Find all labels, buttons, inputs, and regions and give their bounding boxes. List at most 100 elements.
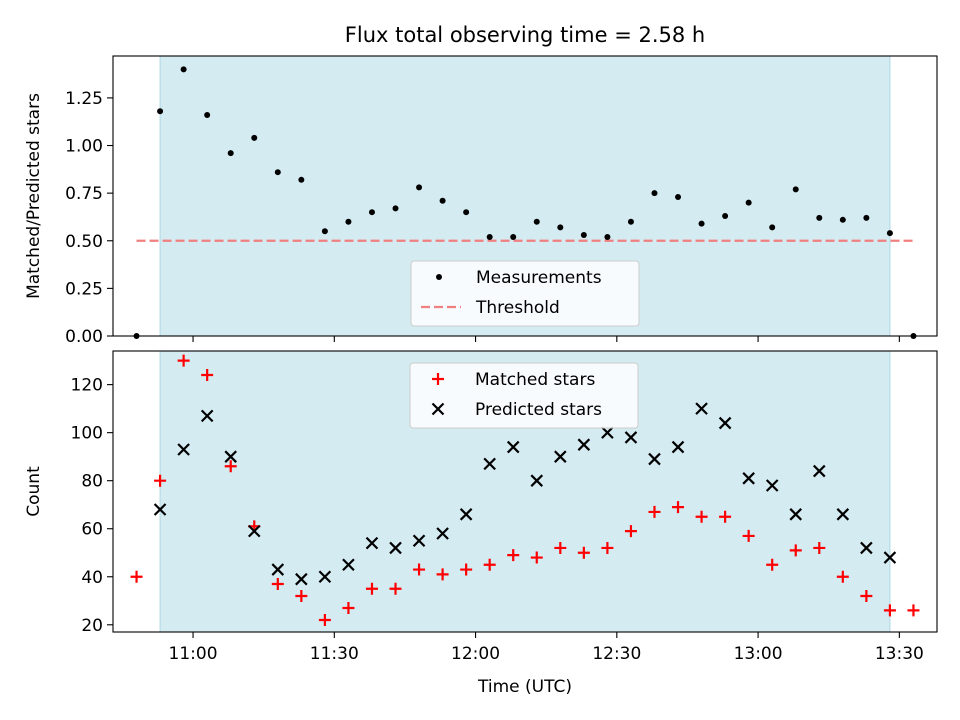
x-axis-label: Time (UTC) [477, 677, 572, 697]
matched-star-point [460, 563, 473, 576]
measurement-point [557, 224, 564, 231]
axes-frame [112, 350, 938, 633]
axes-frame [112, 55, 938, 337]
measurement-point [274, 169, 281, 176]
measurement-point [227, 150, 234, 157]
legend-marker-predicted [431, 402, 445, 416]
predicted-star-point [577, 438, 591, 451]
predicted-star-point [483, 457, 496, 471]
measurement-point [204, 112, 211, 119]
matched-star-point [742, 529, 755, 542]
matched-star-point [860, 589, 873, 602]
matched-star-point [624, 525, 637, 538]
y-tick-label: 1.00 [65, 137, 103, 157]
predicted-star-point [530, 474, 544, 487]
predicted-star-point [883, 551, 897, 564]
panel-ratio: 0.00 0.25 0.50 0.75 1.00 1.25 Matched/Predicte… [24, 23, 938, 347]
x-tick-label: 13:00 [734, 644, 783, 664]
matched-star-point [577, 546, 590, 559]
predicted-star-point [436, 527, 449, 540]
predicted-star-point [200, 409, 214, 423]
matched-star-point [836, 570, 849, 583]
matched-star-point [295, 589, 308, 602]
matched-star-point [177, 354, 190, 367]
predicted-star-point [365, 536, 379, 550]
matched-star-point [813, 541, 826, 554]
measurement-point [416, 184, 423, 191]
legend-label: Threshold [475, 298, 560, 318]
matched-star-point [695, 510, 708, 523]
measurement-point [580, 232, 587, 239]
measurement-point [675, 193, 682, 200]
measurement-point [792, 186, 799, 193]
measurement-point [816, 214, 823, 221]
predicted-star-point [601, 426, 614, 439]
measurement-point [180, 66, 187, 73]
x-tick-label: 12:30 [592, 644, 641, 664]
x-tick-label: 13:30 [875, 644, 924, 664]
predicted-star-point [789, 508, 803, 521]
y-axis-label: Count [24, 466, 44, 517]
measurement-point [745, 199, 752, 206]
measurement-point [863, 214, 870, 221]
y-tick-label: 0.75 [65, 184, 103, 204]
matched-star-point [154, 474, 167, 487]
predicted-star-point [271, 563, 285, 576]
measurement-point [627, 218, 634, 225]
predicted-star-point [765, 479, 779, 492]
matched-star-point [719, 510, 732, 523]
legend-box [410, 260, 640, 327]
predicted-star-point [459, 508, 473, 521]
predicted-star-point [671, 440, 685, 454]
x-tick-label: 11:00 [169, 644, 218, 664]
matched-star-point [530, 551, 543, 564]
y-axis-label: Matched/Predicted stars [24, 93, 44, 299]
measurement-point [463, 209, 470, 216]
measurement-point [651, 190, 658, 197]
measurement-point [886, 230, 893, 237]
panel-count: 20 40 60 80 100 120 11:00 11:30 12:00 12:30 13:00 1… [24, 350, 938, 697]
predicted-star-point [247, 524, 261, 538]
matched-star-point [883, 604, 896, 617]
matched-star-point [907, 604, 920, 617]
matched-star-point [789, 544, 802, 557]
legend-label: Predicted stars [475, 400, 602, 420]
matched-star-point [130, 570, 143, 583]
measurement-point [722, 213, 729, 219]
matched-star-point [672, 501, 685, 514]
y-tick-label: 1.25 [65, 89, 103, 109]
predicted-star-point [554, 450, 567, 463]
measurement-point [533, 218, 540, 225]
predicted-star-point [389, 541, 402, 555]
measurement-point [486, 233, 493, 240]
predicted-star-point [836, 508, 850, 521]
legend-marker-measurements [436, 274, 442, 280]
y-tick-label: 40 [81, 568, 103, 588]
y-tick-label: 60 [81, 520, 103, 540]
y-tick-label: 80 [81, 472, 103, 492]
measurement-point [769, 224, 776, 231]
measurement-point [298, 176, 305, 183]
predicted-star-point [624, 431, 638, 444]
measurement-point [157, 108, 164, 115]
matched-star-point [554, 541, 567, 554]
predicted-star-point [813, 464, 826, 478]
measurement-point [698, 220, 705, 227]
y-tick-label: 20 [81, 616, 103, 636]
measurement-point [392, 205, 399, 212]
legend-label: Measurements [476, 268, 602, 288]
predicted-star-point [506, 440, 520, 454]
y-tick-label: 120 [71, 376, 103, 396]
y-tick-label: 0.25 [65, 279, 103, 299]
matched-star-point [365, 582, 378, 595]
legend: Matched stars Predicted stars [409, 362, 639, 429]
y-tick-label: 0.50 [65, 232, 103, 252]
measurement-point [510, 233, 517, 240]
x-tick-label: 11:30 [310, 644, 359, 664]
matched-star-point [436, 568, 449, 581]
chart-title: Flux total observing time = 2.58 h [345, 23, 705, 47]
predicted-star-point [318, 570, 332, 584]
y-tick-label: 100 [71, 424, 103, 444]
legend-marker-matched [432, 373, 444, 385]
measurement-point [839, 216, 846, 223]
